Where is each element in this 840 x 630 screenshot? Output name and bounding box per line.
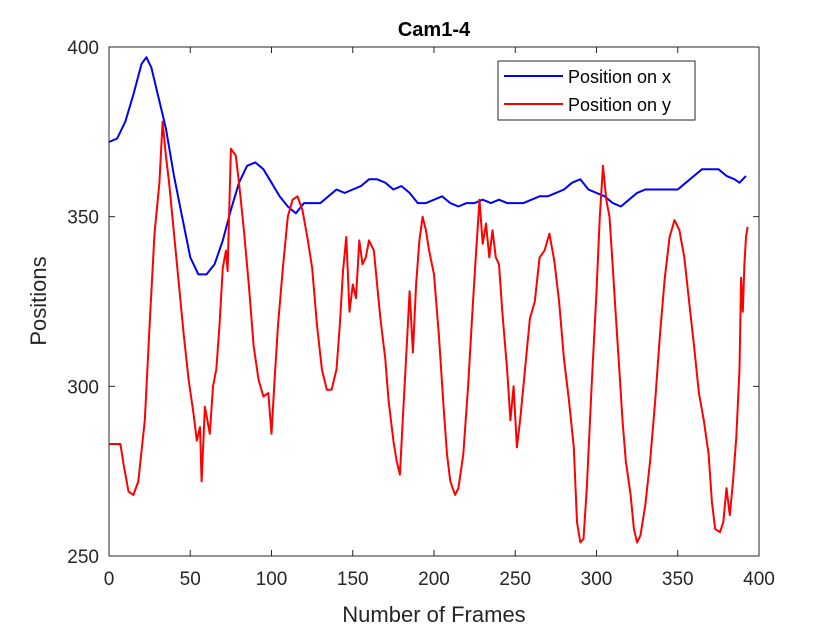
series-line-position-on-x — [108, 56, 747, 276]
y-tick-label: 300 — [67, 377, 99, 398]
x-tick-label: 50 — [180, 569, 201, 590]
chart-title: Cam1-4 — [398, 19, 471, 41]
y-tick-label: 350 — [67, 208, 99, 229]
x-tick-label: 350 — [662, 569, 694, 590]
x-tick-label: 250 — [499, 569, 531, 590]
x-tick-label: 100 — [256, 569, 288, 590]
plot-area — [108, 46, 760, 557]
legend-label-position-on-y: Position on y — [568, 95, 671, 115]
x-axis-label: Number of Frames — [342, 602, 525, 627]
x-tick-label: 400 — [743, 569, 775, 590]
legend: Position on x Position on y — [497, 60, 696, 121]
legend-box — [497, 60, 696, 121]
y-axis-label: Positions — [26, 256, 51, 345]
x-tick-label: 150 — [337, 569, 369, 590]
x-tick-label: 200 — [418, 569, 450, 590]
x-tick-label: 0 — [104, 569, 115, 590]
axis-ticks: 0 50 100 150 200 250 300 350 400 250 300 350 400 — [67, 38, 775, 590]
series-line-position-on-y — [109, 120, 749, 544]
y-tick-label: 250 — [67, 547, 99, 568]
y-tick-label: 400 — [67, 38, 99, 59]
series-layer — [108, 56, 749, 544]
x-tick-label: 300 — [581, 569, 613, 590]
legend-label-position-on-x: Position on x — [568, 67, 671, 87]
